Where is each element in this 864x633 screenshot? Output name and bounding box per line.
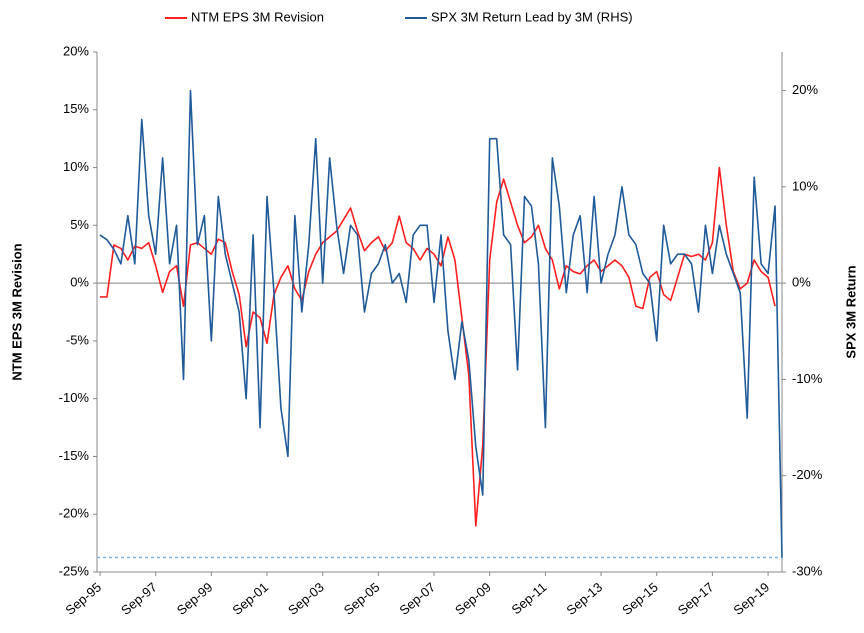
y-tick-label: -25% bbox=[59, 563, 90, 578]
series-line bbox=[99, 89, 783, 558]
x-tick-label: Sep-19 bbox=[730, 579, 772, 617]
y2-tick-label: -30% bbox=[792, 563, 823, 578]
x-tick-label: Sep-95 bbox=[62, 579, 104, 617]
y2-axis-title: SPX 3M Return bbox=[843, 265, 858, 358]
y2-tick-label: 20% bbox=[792, 82, 818, 97]
y-tick-label: 10% bbox=[63, 159, 89, 174]
x-tick-label: Sep-07 bbox=[396, 579, 438, 617]
x-tick-label: Sep-11 bbox=[509, 579, 550, 617]
y2-tick-label: -20% bbox=[792, 467, 823, 482]
x-tick-label: Sep-15 bbox=[619, 579, 661, 617]
y-tick-label: -15% bbox=[59, 448, 90, 463]
y2-tick-label: 0% bbox=[792, 275, 811, 290]
y-tick-label: -20% bbox=[59, 506, 90, 521]
x-tick-label: Sep-99 bbox=[174, 579, 216, 617]
y-tick-label: -5% bbox=[66, 332, 90, 347]
x-tick-label: Sep-17 bbox=[675, 579, 717, 617]
x-tick-label: Sep-09 bbox=[452, 579, 494, 617]
y-tick-label: 15% bbox=[63, 101, 89, 116]
legend-label: NTM EPS 3M Revision bbox=[191, 9, 324, 24]
y2-tick-label: -10% bbox=[792, 371, 823, 386]
x-tick-label: Sep-13 bbox=[563, 579, 605, 617]
x-tick-label: Sep-97 bbox=[118, 579, 160, 617]
y-tick-label: -10% bbox=[59, 390, 90, 405]
legend-label: SPX 3M Return Lead by 3M (RHS) bbox=[431, 9, 633, 24]
y-tick-label: 0% bbox=[70, 275, 89, 290]
series-line bbox=[100, 166, 776, 527]
x-tick-label: Sep-03 bbox=[285, 579, 327, 617]
y-axis-title: NTM EPS 3M Revision bbox=[9, 243, 24, 380]
y-tick-label: 20% bbox=[63, 43, 89, 58]
y2-tick-label: 10% bbox=[792, 178, 818, 193]
x-tick-label: Sep-05 bbox=[341, 579, 383, 617]
y-tick-label: 5% bbox=[70, 217, 89, 232]
x-tick-label: Sep-01 bbox=[229, 579, 271, 617]
